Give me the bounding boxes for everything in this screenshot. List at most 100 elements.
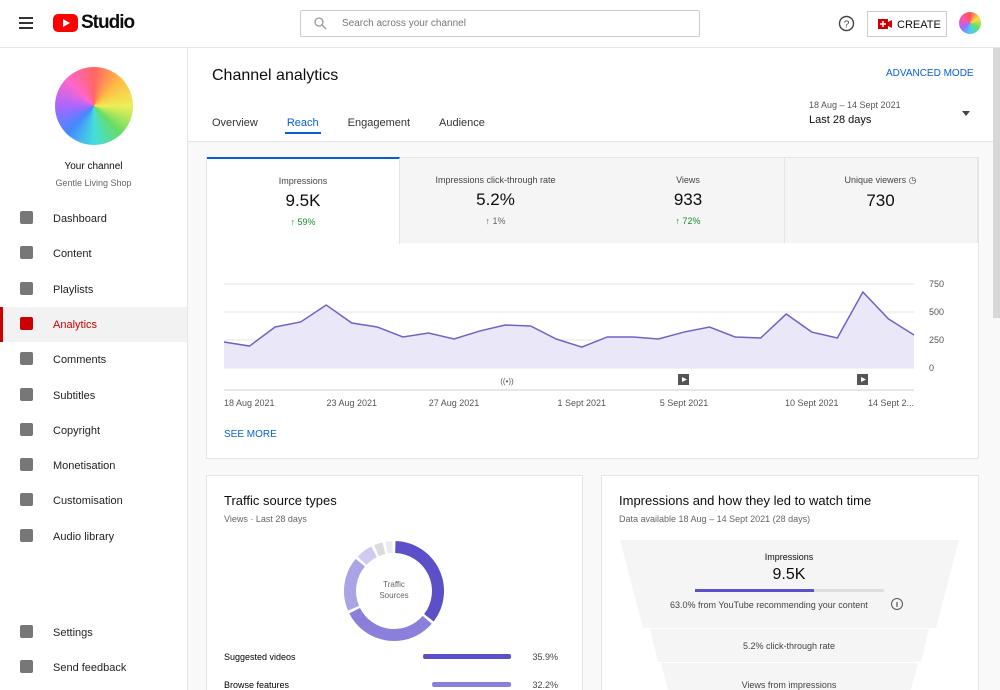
metric-label: Impressions click-through rate — [435, 175, 556, 185]
tab-underline — [284, 132, 321, 134]
metric-change: ↑ 59% — [207, 217, 399, 227]
video-play — [682, 377, 687, 382]
traffic-donut: Suggested videos 35.9% Browse features 32.2… — [224, 541, 558, 690]
donut-segment — [374, 542, 386, 557]
x-tick-label: 1 Sept 2021 — [558, 398, 607, 408]
info-icon[interactable]: ◷ — [906, 175, 917, 185]
nav-icon — [20, 387, 33, 401]
nav-item[interactable]: Analytics — [0, 306, 187, 342]
nav-item[interactable]: Send feedback — [0, 650, 187, 685]
nav-item[interactable]: Copyright — [0, 413, 187, 448]
metric-tile[interactable]: Impressions click-through rate 5.2% ↑ 1% — [399, 158, 593, 243]
funnel-impressions: 9.5K — [772, 566, 806, 583]
nav-item[interactable]: Playlists — [0, 272, 187, 307]
dropdown-icon[interactable] — [962, 111, 970, 116]
create-button[interactable]: CREATE — [867, 11, 947, 37]
metric-value: 5.2% — [476, 190, 515, 209]
channel-avatar[interactable] — [55, 67, 133, 145]
tab[interactable]: Engagement — [347, 117, 411, 129]
channel-name: Gentle Living Shop — [55, 178, 132, 188]
nav-item[interactable]: Monetisation — [0, 448, 187, 483]
channel-title: Your channel — [64, 161, 123, 172]
date-range[interactable]: 18 Aug – 14 Sept 2021 — [809, 100, 901, 110]
metric-tile[interactable]: Unique viewers ◷ 730 — [784, 158, 978, 243]
period[interactable]: Last 28 days — [809, 114, 872, 126]
menu-icon[interactable] — [19, 17, 35, 29]
nav-item[interactable]: Customisation — [0, 483, 187, 518]
metric-value: 9.5K — [285, 191, 321, 210]
views-text: Views from impressions — [741, 680, 837, 690]
nav-icon — [20, 660, 33, 674]
nav-icon — [20, 316, 33, 330]
nav-label: Playlists — [53, 283, 94, 296]
funnel-shape — [620, 540, 959, 690]
nav-item[interactable]: Content — [0, 236, 187, 271]
nav-item[interactable]: Comments — [0, 342, 187, 377]
nav-item[interactable]: Settings — [0, 615, 187, 650]
help-icon[interactable]: ? — [838, 15, 855, 32]
tab[interactable]: Reach — [284, 117, 321, 134]
donut-segment — [394, 541, 444, 622]
tab[interactable]: Audience — [439, 117, 485, 129]
metric-tile[interactable]: Impressions 9.5K ↑ 59% — [207, 157, 400, 244]
line — [223, 290, 915, 348]
advanced-mode[interactable]: ADVANCED MODE — [886, 68, 974, 79]
see-more[interactable]: SEE MORE — [224, 429, 277, 440]
nav-label: Monetisation — [53, 460, 116, 473]
recommended-bar — [695, 589, 815, 592]
donut-segment — [349, 607, 432, 641]
nav-icon — [20, 352, 33, 366]
source-bar — [432, 682, 511, 687]
nav-label: Send feedback — [53, 662, 127, 675]
nav-label: Settings — [53, 627, 93, 639]
nav-label: Customisation — [53, 495, 123, 508]
recommended-text: 63.0% from YouTube recommending your con… — [670, 600, 868, 610]
nav-label: Copyright — [53, 424, 101, 437]
nav-item[interactable]: Dashboard — [0, 201, 187, 236]
page-title: Channel analytics — [212, 67, 339, 84]
account-avatar[interactable] — [959, 12, 981, 34]
traffic-card — [206, 475, 583, 690]
trend-arrow: ↑ — [675, 216, 683, 226]
metric-label: Impressions — [278, 176, 328, 186]
sidebar — [0, 48, 188, 690]
nav-label: Analytics — [53, 318, 98, 331]
change-value: 1% — [492, 216, 506, 226]
logo-text[interactable]: Studio — [81, 12, 135, 33]
nav-label: Content — [53, 248, 92, 261]
scrollbar[interactable] — [993, 48, 1000, 318]
funnel-title: Impressions and how they led to watch ti… — [619, 493, 872, 508]
donut-segment — [385, 541, 393, 554]
donut-segment — [344, 558, 366, 611]
nav-item[interactable]: Subtitles — [0, 378, 187, 413]
nav-icon — [20, 458, 33, 472]
tab[interactable]: Overview — [212, 117, 258, 129]
metric-label: Unique viewers ◷ — [844, 175, 917, 185]
x-tick-label: 23 Aug 2021 — [326, 398, 377, 408]
traffic-title: Traffic source types — [224, 493, 337, 508]
funnel-subtitle: Data available 18 Aug – 14 Sept 2021 (28… — [619, 514, 811, 524]
source-bar — [423, 654, 511, 659]
active-indicator — [0, 306, 3, 342]
area — [224, 291, 914, 368]
create-label: CREATE — [897, 19, 941, 31]
nav-icon — [20, 422, 33, 436]
x-tick-label: 18 Aug 2021 — [224, 398, 275, 408]
svg-text:?: ? — [844, 20, 850, 31]
logo-icon[interactable] — [53, 14, 79, 32]
metric-tile[interactable]: Views 933 ↑ 72% — [592, 158, 785, 243]
x-tick-label: 10 Sept 2021 — [785, 398, 839, 408]
recommended-track — [695, 589, 884, 592]
change-value: 72% — [682, 216, 701, 226]
nav-item[interactable]: Audio library — [0, 519, 187, 554]
ctr-text: 5.2% click-through rate — [742, 641, 836, 651]
metric-value: 933 — [673, 190, 703, 209]
x-tick-label: 14 Sept 2... — [868, 398, 914, 408]
nav-icon — [20, 211, 33, 224]
video-play — [861, 377, 866, 382]
search-box[interactable]: Search across your channel — [300, 10, 700, 37]
nav-icon — [20, 493, 33, 507]
donut-segment — [357, 546, 378, 566]
y-tick-label: 500 — [929, 307, 944, 317]
